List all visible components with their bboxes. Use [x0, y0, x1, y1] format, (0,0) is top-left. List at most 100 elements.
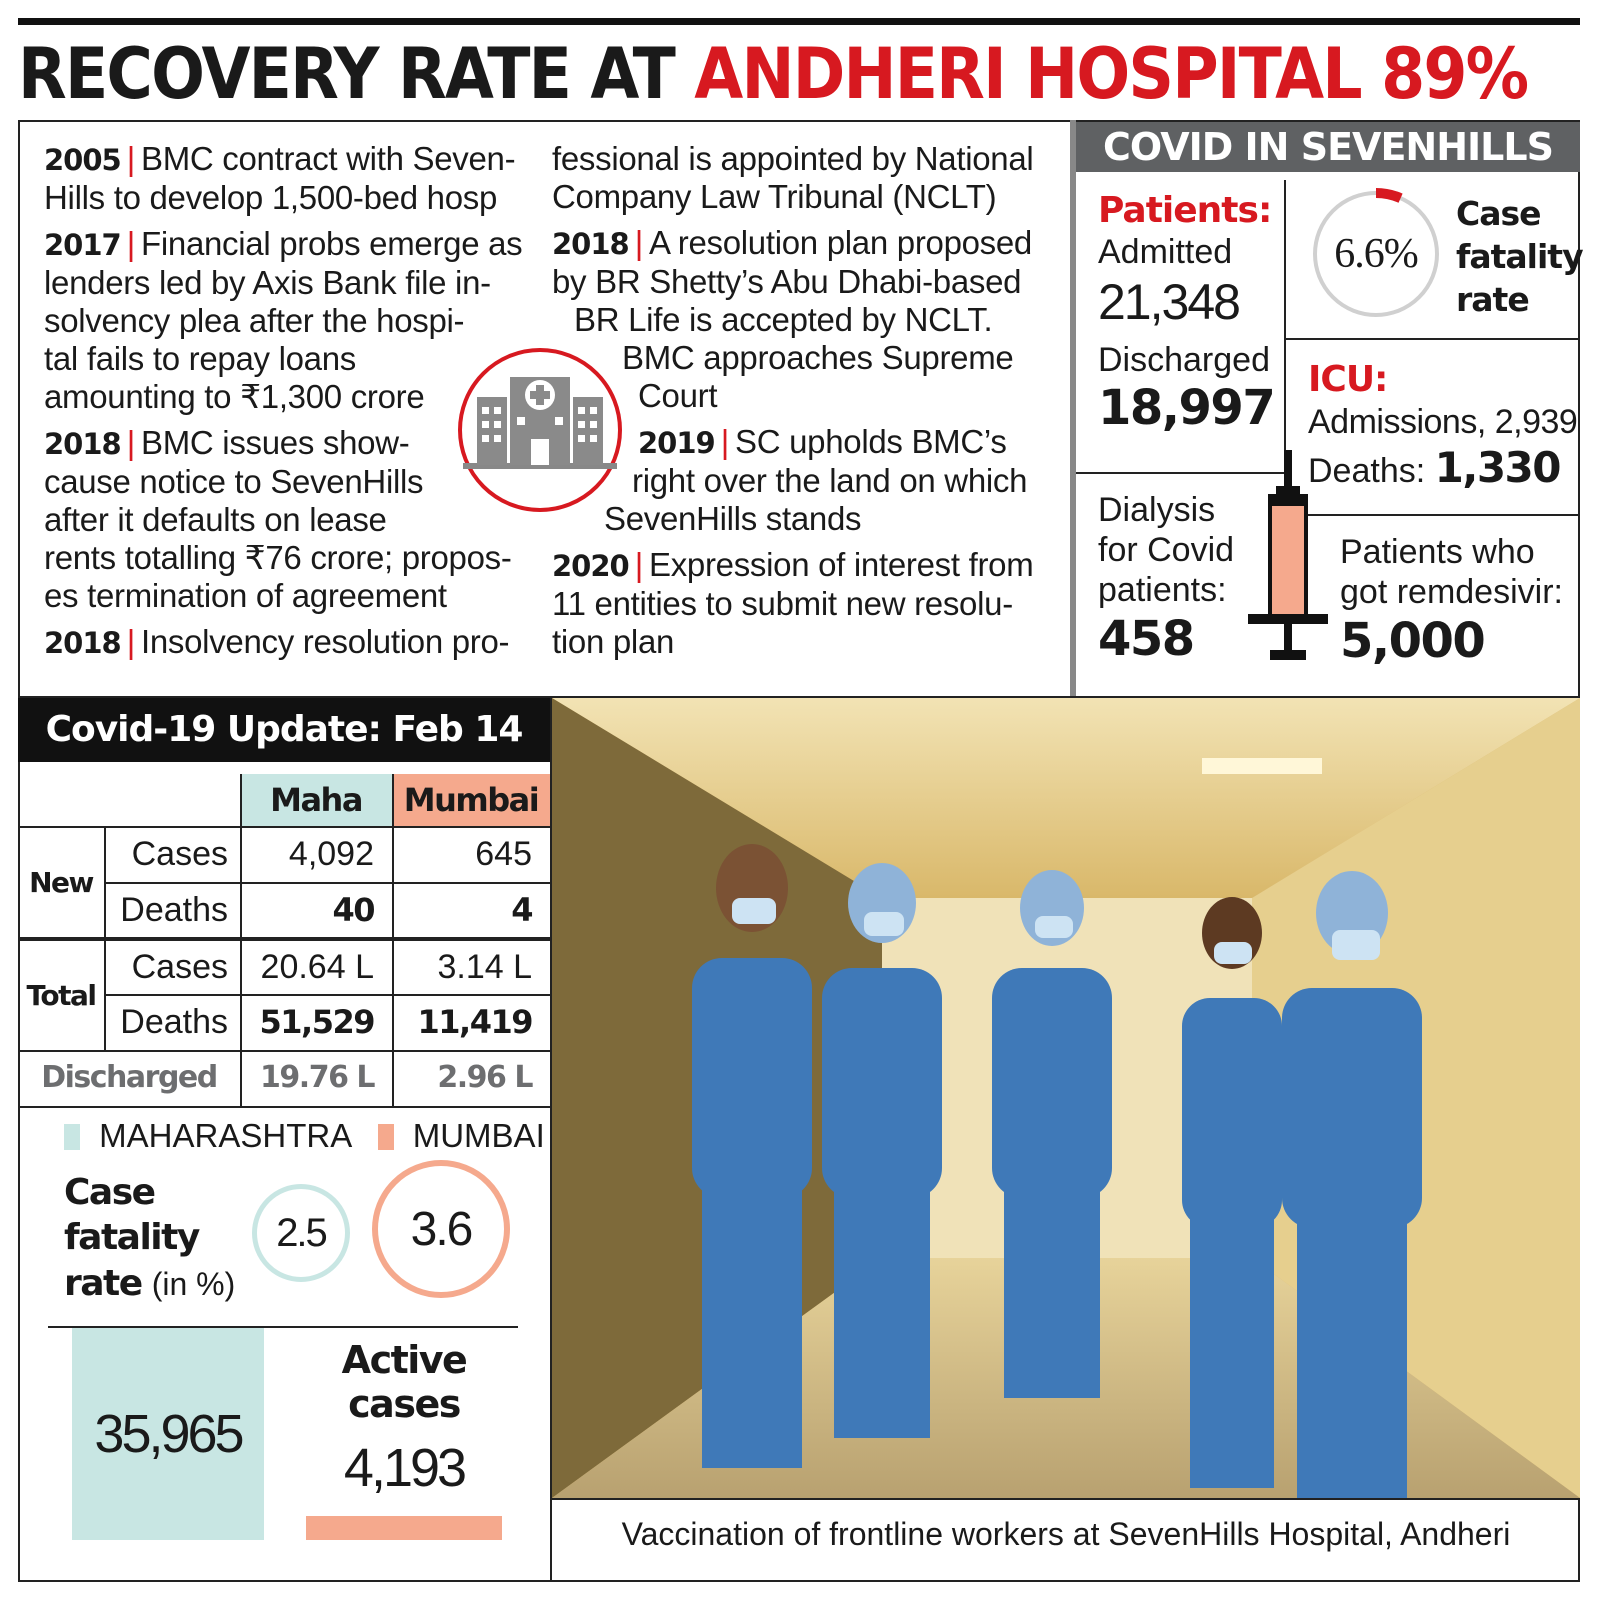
timeline-text: BMC approaches Supreme: [622, 339, 1014, 376]
top-rule: [18, 18, 1580, 25]
timeline-entry: 2017 | Financial probs emerge as lenders le…: [44, 225, 524, 416]
update-cfr-unit: (in %): [151, 1266, 236, 1302]
panel-hline-2: [1076, 472, 1284, 474]
update-title: Covid-19 Update: Feb 14: [18, 698, 550, 762]
timeline-entry: fessional is appointed by National Compan…: [552, 140, 1052, 216]
timeline-text: tal fails to repay loans: [44, 340, 356, 377]
syringe-icon: [1248, 450, 1328, 676]
timeline-year: 2018: [44, 427, 122, 461]
timeline-entry: 2018 | BMC issues show-cause notice to Sev…: [44, 424, 524, 615]
dialysis-label-line: Dialysis: [1098, 491, 1216, 529]
timeline-line: es termination of agreement: [44, 577, 524, 615]
total-cases-mumbai: 3.14 L: [437, 948, 532, 986]
table-rule: [18, 1050, 550, 1052]
discharged-label: Discharged: [1098, 341, 1270, 379]
discharged-maha: 19.76 L: [260, 1060, 375, 1095]
legend: MAHARASHTRA MUMBAI: [64, 1108, 545, 1164]
cfr-mumbai-value: 3.6: [410, 1202, 474, 1256]
panel-hline-3: [1284, 514, 1580, 516]
active-label-line: cases: [348, 1382, 461, 1426]
panel-hline-1: [1284, 338, 1580, 340]
timeline-text: BMC issues show-: [141, 424, 410, 461]
timeline-year: 2017: [44, 228, 122, 262]
timeline-text: Expression of interest from: [649, 546, 1034, 583]
active-mumbai-value: 4,193: [343, 1438, 467, 1498]
timeline-line: amounting to ₹1,300 crore: [44, 378, 524, 416]
timeline-text: BR Life is accepted by NCLT.: [574, 301, 993, 338]
timeline-line: tal fails to repay loans: [44, 340, 524, 378]
timeline-year: 2020: [552, 549, 630, 583]
timeline-line: 2018 | Insolvency resolution pro-: [44, 623, 524, 662]
timeline-line: 2018 | BMC issues show-: [44, 424, 524, 463]
timeline-entry: 2005 | BMC contract with Seven- Hills to de…: [44, 140, 524, 217]
timeline-year: 2018: [44, 626, 122, 660]
table-vrule: [240, 774, 242, 1108]
photo: [552, 698, 1580, 1498]
timeline-text: SC upholds BMC’s: [735, 423, 1007, 460]
update-cfr-label: Case fatality rate (in %): [64, 1170, 235, 1307]
timeline-entry: 2020 | Expression of interest from 11 entit…: [552, 546, 1052, 661]
cfr-maha-ring: 2.5: [252, 1184, 350, 1282]
timeline-line: BMC approaches Supreme: [552, 339, 1052, 377]
patients-block: Patients: Admitted 21,348 Discharged 18,…: [1098, 190, 1278, 436]
timeline-line: 2005 | BMC contract with Seven-: [44, 140, 524, 179]
timeline-text: amounting to ₹1,300 crore: [44, 378, 425, 415]
patients-label: Patients:: [1098, 190, 1272, 231]
timeline-line: SevenHills stands: [552, 500, 1052, 538]
active-maha-bar: [72, 1328, 264, 1540]
timeline-separator: |: [126, 140, 136, 177]
active-rule: [48, 1326, 518, 1328]
table-rule: [104, 882, 550, 884]
cfr-maha-value: 2.5: [276, 1210, 328, 1255]
new-deaths-maha: 40: [332, 891, 375, 929]
timeline-line: 2018 | A resolution plan proposed: [552, 224, 1052, 263]
timeline-line: solvency plea after the hospi-: [44, 302, 524, 340]
timeline-text: Insolvency resolution pro-: [141, 623, 510, 660]
caption-rule: [552, 1498, 1580, 1500]
discharged-label: Discharged: [41, 1060, 218, 1095]
timeline-text: fessional is appointed by National: [552, 140, 1034, 177]
timeline-text: 11 entities to submit new resolu-: [552, 585, 1013, 622]
icu-deaths: Deaths: 1,330: [1308, 447, 1580, 491]
legend-maha: MAHARASHTRA: [99, 1117, 351, 1154]
timeline-text: Financial probs emerge as: [141, 225, 523, 262]
icu-block: ICU: Admissions, 2,939 Deaths: 1,330: [1308, 358, 1580, 491]
timeline-entry: 2018 | Insolvency resolution pro-: [44, 623, 524, 662]
cfr-label-line: Case: [1456, 194, 1542, 233]
row-deaths-label: Deaths: [120, 1003, 228, 1041]
remdesivir-label-line: Patients who: [1340, 533, 1535, 571]
panel-inner-divider: [1284, 180, 1286, 450]
timeline-separator: |: [634, 224, 644, 261]
dialysis-label-line: for Covid: [1098, 531, 1235, 569]
icu-deaths-label: Deaths:: [1308, 452, 1426, 490]
timeline-text: A resolution plan proposed: [649, 224, 1032, 261]
column-mumbai: Mumbai: [392, 774, 550, 826]
timeline-text: lenders led by Axis Bank file in-: [44, 264, 491, 301]
timeline-text: Hills to develop 1,500-bed hosp: [44, 179, 498, 216]
total-cases-maha: 20.64 L: [260, 948, 374, 986]
cfr-ring: 6.6%: [1310, 188, 1442, 320]
table-vrule: [392, 774, 394, 1108]
timeline-text: after it defaults on lease: [44, 501, 387, 538]
table-vrule: [104, 826, 106, 1052]
timeline-text: solvency plea after the hospi-: [44, 302, 465, 339]
legend-mumbai: MUMBAI: [412, 1117, 545, 1154]
discharged-mumbai: 2.96 L: [437, 1060, 533, 1095]
timeline-text: SevenHills stands: [604, 500, 862, 537]
timeline-line: fessional is appointed by National: [552, 140, 1052, 178]
active-label-line: Active: [341, 1338, 468, 1382]
timeline-text: Court: [638, 377, 718, 414]
timeline-text: es termination of agreement: [44, 577, 447, 614]
sevenhills-title: COVID IN SEVENHILLS: [1076, 122, 1580, 172]
timeline-text: cause notice to SevenHills: [44, 463, 424, 500]
active-maha-value: 35,965: [94, 1404, 244, 1464]
timeline-separator: |: [126, 225, 136, 262]
cfr-value: 6.6%: [1334, 231, 1419, 277]
mid-separator: [18, 696, 1580, 698]
discharged-value: 18,997: [1098, 380, 1276, 436]
active-label: Active cases: [304, 1338, 504, 1426]
headline: RECOVERY RATE AT ANDHERI HOSPITAL 89%: [18, 28, 1529, 120]
timeline-year: 2019: [638, 426, 716, 460]
icu-label: ICU:: [1308, 359, 1388, 400]
timeline-text: tion plan: [552, 623, 675, 660]
